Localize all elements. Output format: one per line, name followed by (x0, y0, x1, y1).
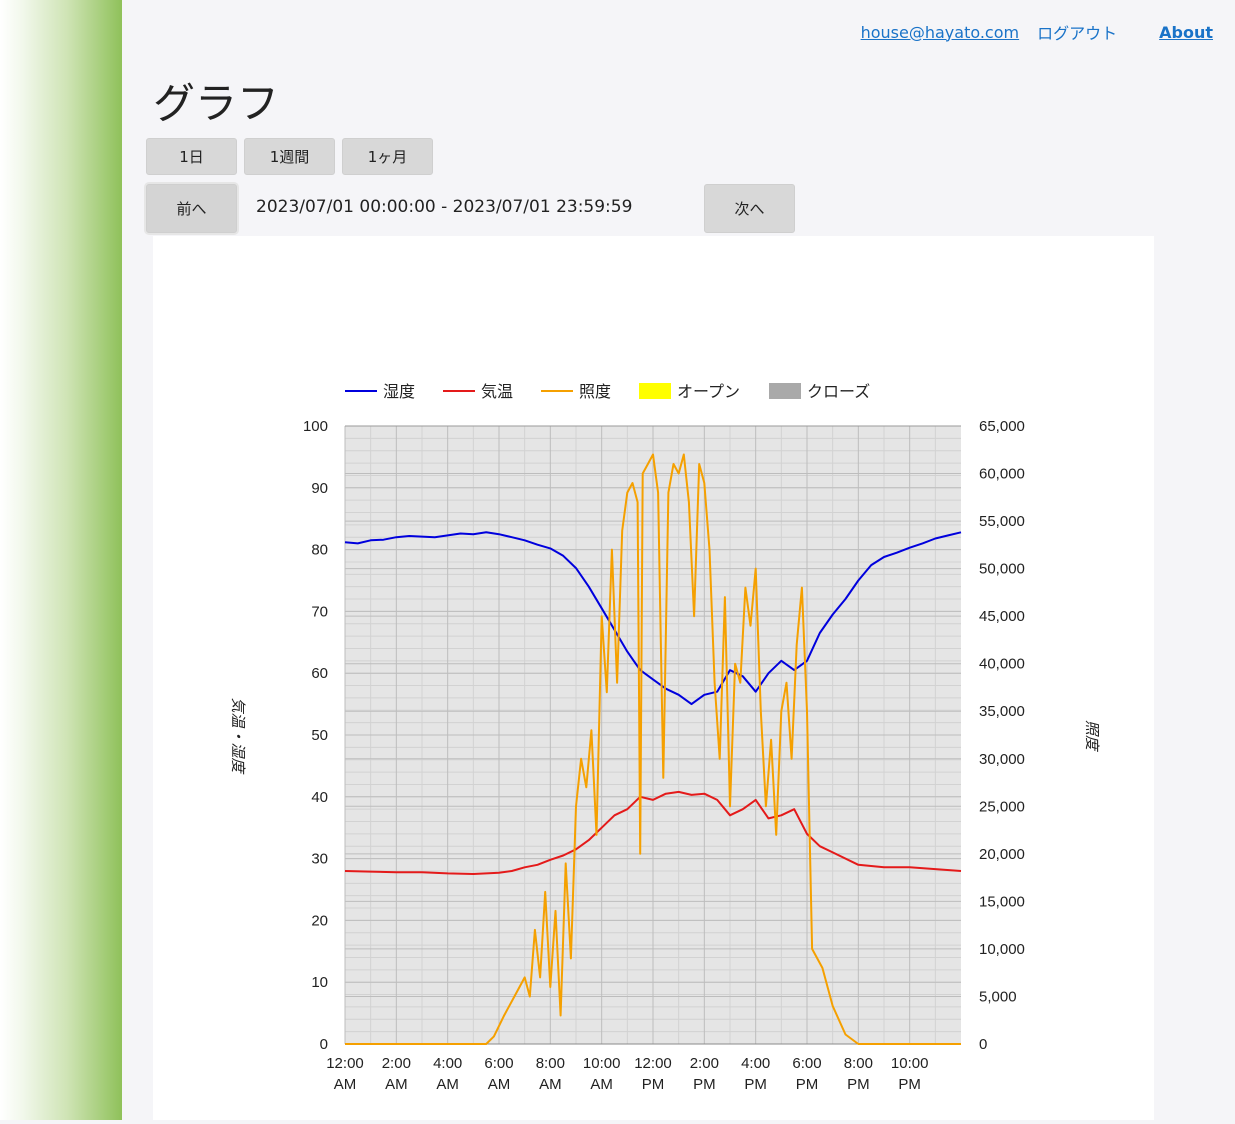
x-tick-label: AM (539, 1076, 562, 1093)
period-month-button[interactable]: 1ヶ月 (342, 138, 433, 175)
sidebar-gradient (0, 0, 122, 1120)
x-tick-label: 8:00 (536, 1055, 565, 1072)
y-tick-label-left: 90 (311, 480, 328, 497)
series-line-illuminance (345, 453, 961, 1045)
x-tick-label: PM (796, 1076, 819, 1093)
y-tick-label-left: 40 (311, 789, 328, 806)
x-tick-label: PM (847, 1076, 870, 1093)
x-tick-label: 2:00 (382, 1055, 411, 1072)
chart-panel: 0 10 20 30 40 50 60 70 80 90 100 0 5,000 10,000 15,000… (153, 236, 1154, 1120)
x-tick-label: AM (488, 1076, 511, 1093)
logout-link[interactable]: ログアウト (1037, 24, 1118, 43)
legend-label-humidity: 湿度 (383, 383, 415, 401)
y-tick-label-right: 5,000 (979, 988, 1017, 1005)
date-range-text: 2023/07/01 00:00:00 - 2023/07/01 23:59:5… (256, 197, 633, 217)
period-week-button[interactable]: 1週間 (244, 138, 335, 175)
y-tick-label-left: 20 (311, 912, 328, 929)
y-tick-label-right: 30,000 (979, 751, 1025, 768)
y-tick-label-left: 50 (311, 727, 328, 744)
y-tick-label-right: 10,000 (979, 941, 1025, 958)
prev-button[interactable]: 前へ (146, 184, 237, 233)
y-axis-title-left: 気温・湿度 (229, 697, 246, 774)
about-link[interactable]: About (1159, 22, 1213, 42)
y-tick-label-left: 80 (311, 542, 328, 559)
y-tick-label-left: 10 (311, 974, 328, 991)
y-tick-label-right: 50,000 (979, 561, 1025, 578)
x-tick-label: AM (590, 1076, 613, 1093)
next-button[interactable]: 次へ (704, 184, 795, 233)
legend-swatch-open (639, 383, 671, 399)
y-axis-title-right: 照度 (1083, 720, 1100, 752)
x-tick-label: 2:00 (690, 1055, 719, 1072)
x-tick-label: AM (436, 1076, 459, 1093)
x-tick-label: PM (898, 1076, 921, 1093)
y-tick-label-right: 0 (979, 1036, 987, 1053)
y-tick-label-right: 55,000 (979, 513, 1025, 530)
legend-label-temperature: 気温 (481, 383, 513, 401)
y-tick-label-right: 35,000 (979, 703, 1025, 720)
y-tick-label-right: 45,000 (979, 608, 1025, 625)
user-email-link[interactable]: house@hayato.com (860, 22, 1020, 42)
x-tick-label: 4:00 (433, 1055, 462, 1072)
x-tick-label: 12:00 (326, 1055, 364, 1072)
y-tick-label-left: 100 (303, 418, 328, 435)
y-tick-label-right: 20,000 (979, 846, 1025, 863)
y-tick-label-left: 70 (311, 603, 328, 620)
x-tick-label: 4:00 (741, 1055, 770, 1072)
legend-label-illuminance: 照度 (579, 383, 611, 401)
x-tick-label: 10:00 (891, 1055, 929, 1072)
x-tick-label: 12:00 (634, 1055, 672, 1072)
x-tick-label: 6:00 (792, 1055, 821, 1072)
y-tick-label-left: 60 (311, 665, 328, 682)
y-tick-label-left: 30 (311, 851, 328, 868)
x-tick-label: AM (334, 1076, 357, 1093)
x-tick-label: 10:00 (583, 1055, 621, 1072)
y-tick-label-right: 15,000 (979, 893, 1025, 910)
period-day-button[interactable]: 1日 (146, 138, 237, 175)
series-line-humidity (344, 531, 962, 706)
y-tick-label-right: 25,000 (979, 798, 1025, 815)
y-tick-label-right: 40,000 (979, 656, 1025, 673)
x-tick-label: PM (744, 1076, 767, 1093)
top-nav: house@hayato.com ログアウト About (861, 20, 1213, 44)
legend-label-open: オープン (677, 383, 740, 401)
y-tick-label-right: 65,000 (979, 418, 1025, 435)
y-tick-label-right: 60,000 (979, 466, 1025, 483)
page-title: グラフ (153, 79, 280, 128)
x-tick-label: 8:00 (844, 1055, 873, 1072)
x-tick-label: 6:00 (484, 1055, 513, 1072)
x-tick-label: PM (642, 1076, 665, 1093)
chart-svg: 0 10 20 30 40 50 60 70 80 90 100 0 5,000 10,000 15,000… (229, 383, 1100, 1093)
series-line-temperature (344, 790, 962, 875)
x-tick-label: AM (385, 1076, 408, 1093)
legend-label-close: クローズ (807, 383, 870, 401)
legend-swatch-close (769, 383, 801, 399)
y-tick-label-left: 0 (320, 1036, 328, 1053)
x-tick-label: PM (693, 1076, 716, 1093)
